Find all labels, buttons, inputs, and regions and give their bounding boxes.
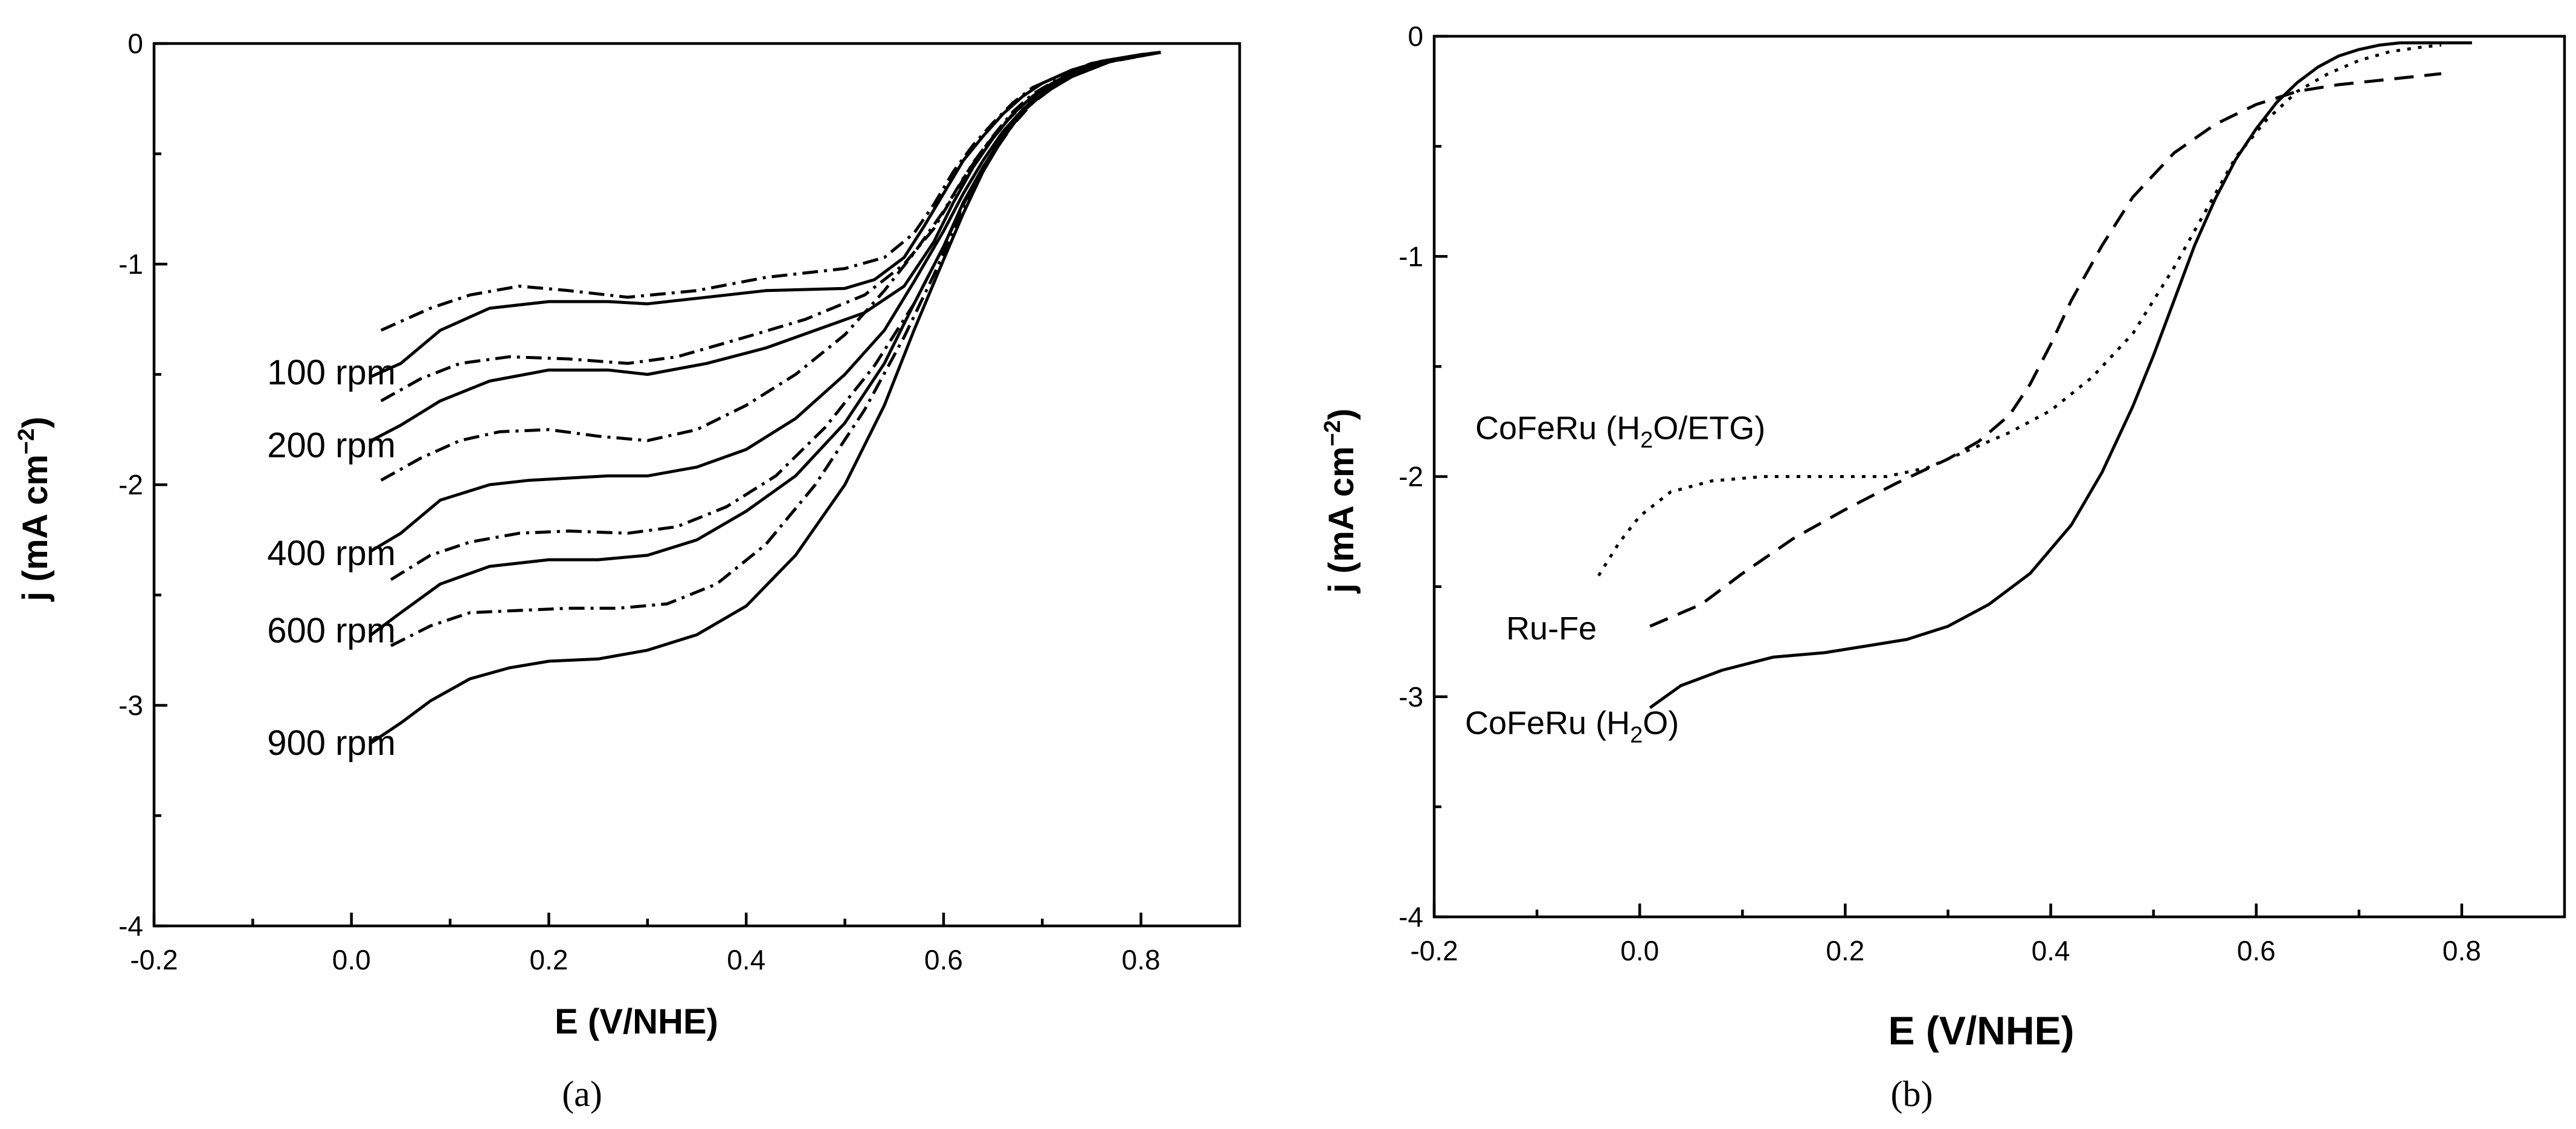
panel-b-panel-label: (b) (1891, 1074, 1933, 1114)
panel-a-series-400-rpm (370, 51, 1161, 552)
panel-b-x-tick-label: 0.8 (2442, 935, 2481, 966)
panel-a-series-200-rpm (370, 51, 1161, 442)
panel-b-series-ru-fe (1649, 72, 2442, 628)
panel-a-y-tick-label: -4 (118, 910, 143, 942)
panel-a-panel-label: (a) (562, 1074, 602, 1114)
panel-b-x-tick-label: 0.2 (1826, 935, 1864, 966)
panel-a-series-900-rpm (370, 51, 1161, 745)
panel-a-label-400-rpm: 400 rpm (267, 534, 396, 573)
panel-b-y-tick-label: -3 (1399, 681, 1423, 713)
panel-a-series-600-rpm (370, 51, 1161, 636)
panel-a-x-tick-label: -0.2 (130, 944, 178, 975)
panel-a-plot-frame (152, 42, 1241, 928)
panel-b-x-tick-label: -0.2 (1410, 935, 1458, 966)
panel-a-series-100-rpm-dash-dot (380, 51, 1161, 332)
panel-b-y-axis-title: j (mA cm−2) (1320, 409, 1361, 594)
panel-a-x-tick-label: 0.2 (529, 944, 568, 975)
panel-a-series-900-rpm-dash-dot (390, 51, 1161, 647)
panel-b-x-tick-label: 0.0 (1620, 935, 1659, 966)
panel-a-y-tick-label: -1 (118, 248, 143, 280)
panel-b-x-axis-title: E (V/NHE) (1888, 1008, 2074, 1053)
panel-a-x-tick-label: 0.4 (727, 944, 765, 975)
panel-b-label-coferu-h2o-etg: CoFeRu (H2O/ETG) (1475, 410, 1765, 453)
panel-a-series-400-rpm-dash-dot (380, 51, 1161, 482)
panel-b-x-tick-label: 0.6 (2237, 935, 2276, 966)
panel-a-y-tick-label: -3 (118, 690, 143, 721)
panel-b-series-coferu-h2o (1649, 41, 2472, 710)
panel-a-series-600-rpm-dash-dot (390, 51, 1161, 581)
panel-a-y-axis-title: j (mA cm−2) (14, 416, 55, 601)
panel-a-series-200-rpm-dash-dot (380, 51, 1161, 403)
panel-a-label-200-rpm: 200 rpm (267, 425, 396, 465)
panel-a-x-axis-title: E (V/NHE) (555, 1002, 718, 1041)
panel-a-x-tick-label: 0.0 (332, 944, 371, 975)
panel-b-y-tick-label: -2 (1399, 461, 1423, 493)
panel-b-y-tick-label: 0 (1408, 21, 1423, 52)
panel-b-y-tick-label: -1 (1399, 241, 1423, 272)
panel-a-y-tick-label: -2 (118, 469, 143, 500)
panel-a-label-900-rpm: 900 rpm (267, 723, 396, 763)
panel-a-label-100-rpm: 100 rpm (267, 353, 396, 392)
panel-b-x-tick-label: 0.4 (2032, 935, 2070, 966)
panel-b-label-ru-fe: Ru-Fe (1506, 610, 1597, 647)
panel-b-plot-frame (1432, 34, 2566, 919)
panel-a-series-100-rpm (370, 51, 1161, 378)
panel-a-x-tick-label: 0.6 (924, 944, 963, 975)
chart-panel-b: -0.2 0.0 0.2 0.4 0.6 0.8 0 -1 -2 -3 -4 E (V/NHE) j (… (1320, 21, 2566, 1114)
panel-a-x-tick-label: 0.8 (1122, 944, 1161, 975)
panel-a-label-600-rpm: 600 rpm (267, 611, 396, 650)
panel-b-y-tick-label: -4 (1399, 901, 1423, 933)
panel-a-y-tick-label: 0 (127, 28, 143, 59)
panel-b-series-coferu-h2o-etg (1597, 44, 2442, 577)
panel-b-label-coferu-h2o: CoFeRu (H2O) (1465, 705, 1679, 748)
chart-panel-a: -0.2 0.0 0.2 0.4 0.6 0.8 0 -1 -2 -3 -4 E (V/NHE) j (… (14, 28, 1241, 1114)
